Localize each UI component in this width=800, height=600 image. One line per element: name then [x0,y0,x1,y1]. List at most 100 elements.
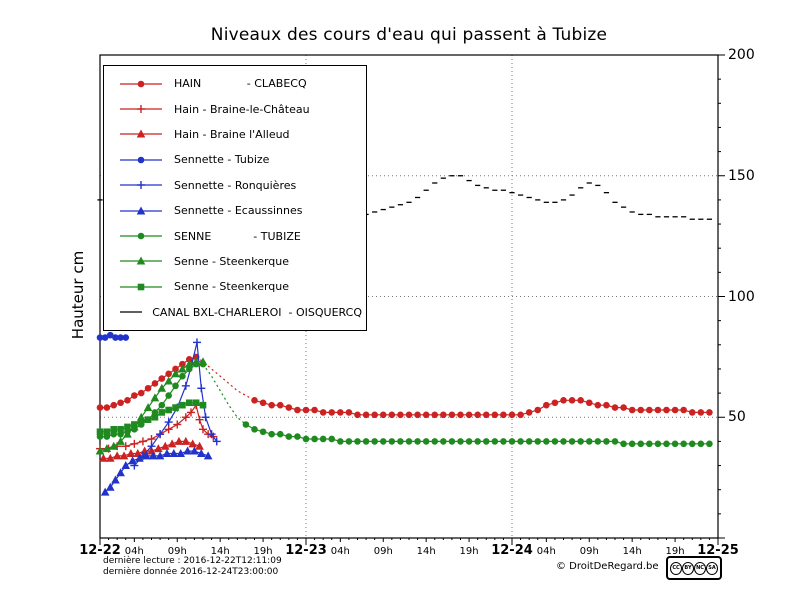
marker-senne-tubize [671,440,679,448]
marker-hain-clabecq [354,411,361,419]
legend-marker-triangle-icon [120,206,162,215]
marker-senne-tubize [577,438,584,445]
footer-last-data: dernière donnée 2016-12-24T23:00:00 [103,567,279,577]
marker-hain-clabecq [577,397,584,404]
footer-last-reading: dernière lecture : 2016-12-22T12:11:09 [103,556,282,566]
y-tick-label: 150 [728,167,755,184]
marker-senne-tubize [594,438,602,445]
legend-marker-plus-icon [120,105,162,114]
marker-hain-clabecq [457,411,464,419]
marker-hain-clabecq [646,406,653,414]
marker-sennette-ecaussinnes [176,448,185,457]
legend-label: SENNE - TUBIZE [174,229,301,243]
marker-senne-tubize [362,438,370,445]
legend-label: HAIN - CLABECQ [174,77,307,91]
marker-senne-tubize [680,440,687,448]
cc-cc-icon: CC [670,561,682,575]
x-tick-label-minor: 19h [253,546,273,557]
marker-senne-steenkerque-1 [136,412,146,421]
marker-hain-clabecq [379,411,387,419]
marker-senne-steenkerque-2 [131,421,138,428]
legend-item-hain-clabecq: HAIN - CLABECQ [118,77,362,91]
marker-senne-steenkerque-2 [117,426,124,433]
marker-senne-tubize [405,438,413,445]
marker-hain-clabecq [117,399,124,407]
legend-sample-marker [136,256,146,265]
marker-senne-tubize [620,440,627,448]
marker-senne-tubize [379,438,387,445]
marker-sennette-tubize [107,331,114,339]
marker-hain-clabecq [405,411,413,419]
marker-senne-tubize [319,435,327,443]
cc-by-icon: BY [682,561,694,575]
marker-senne-tubize [560,438,567,445]
marker-hain-clabecq [345,409,353,416]
marker-sennette-ecaussinnes [169,448,179,457]
marker-senne-steenkerque-2 [137,418,145,426]
marker-senne-steenkerque-2 [124,423,131,431]
marker-hain-clabecq [259,399,267,407]
legend-sample-marker [137,232,145,240]
marker-hain-clabecq [371,411,378,419]
marker-hain-clabecq [543,401,550,409]
marker-senne-tubize [268,430,275,438]
marker-senne-steenkerque-2 [144,416,152,423]
marker-hain-clabecq [319,409,327,416]
legend-marker-triangle-icon [120,256,162,265]
marker-senne-tubize [688,440,696,448]
marker-senne-tubize [388,438,396,445]
marker-hain-clabecq [397,411,404,419]
x-tick-label-minor: 04h [536,546,556,557]
marker-senne-tubize [345,438,353,445]
marker-senne-steenkerque-2 [185,399,193,407]
marker-sennette-ecaussinnes [203,451,213,460]
marker-senne-tubize [551,438,559,445]
marker-hain-clabecq [525,409,533,416]
marker-hain-clabecq [474,411,481,419]
marker-hain-clabecq [103,404,111,411]
legend-label: Senne - Steenkerque [174,254,290,268]
legend-marker-dash-icon [120,311,143,313]
marker-hain-clabecq [362,411,370,419]
legend-item-senne-steenkerque-1: Senne - Steenkerque [118,254,362,268]
marker-senne-steenkerque-1 [171,369,180,378]
marker-sennette-ecaussinnes [190,446,199,455]
marker-hain-clabecq [654,406,662,414]
marker-senne-steenkerque-1 [191,357,201,366]
marker-senne-tubize [603,438,610,445]
x-tick-label-minor: 19h [665,546,685,557]
marker-senne-tubize [474,438,481,445]
legend-label: Sennette - Ronquières [174,178,297,192]
marker-senne-tubize [500,438,507,445]
cc-sa-icon: SA [706,561,718,575]
marker-senne-tubize [568,438,576,445]
chart-title: Niveaux des cours d'eau qui passent à Tu… [210,25,608,45]
marker-sennette-ecaussinnes [183,446,192,455]
marker-hain-clabecq [637,406,645,414]
x-tick-label-major: 12-23 [285,543,327,558]
marker-senne-steenkerque-2 [158,409,166,416]
marker-senne-tubize [371,438,378,445]
marker-senne-tubize [259,428,267,436]
legend-marker-triangle-icon [120,129,162,138]
marker-senne-steenkerque-1 [102,444,112,453]
series-line-senne-tubize [100,363,203,438]
marker-senne-tubize [706,440,713,448]
marker-hain-clabecq [603,401,610,409]
marker-senne-steenkerque-1 [116,436,125,445]
marker-hain-braine-alleud [188,439,197,448]
marker-senne-tubize [457,438,464,445]
marker-hain-clabecq [628,406,636,414]
marker-senne-tubize [285,433,293,440]
marker-hain-clabecq [491,411,499,419]
marker-hain-braine-alleud [174,436,184,445]
legend-marker-circle-icon [120,232,162,240]
marker-hain-braine-alleud [112,451,122,460]
legend-item-hain-braine-le-chateau: Hain - Braine-le-Château [118,102,362,116]
marker-hain-clabecq [172,365,179,373]
marker-hain-clabecq [294,406,301,414]
marker-senne-tubize [491,438,499,445]
series-line-senne-tubize [202,363,247,425]
marker-senne-steenkerque-1 [143,403,153,412]
